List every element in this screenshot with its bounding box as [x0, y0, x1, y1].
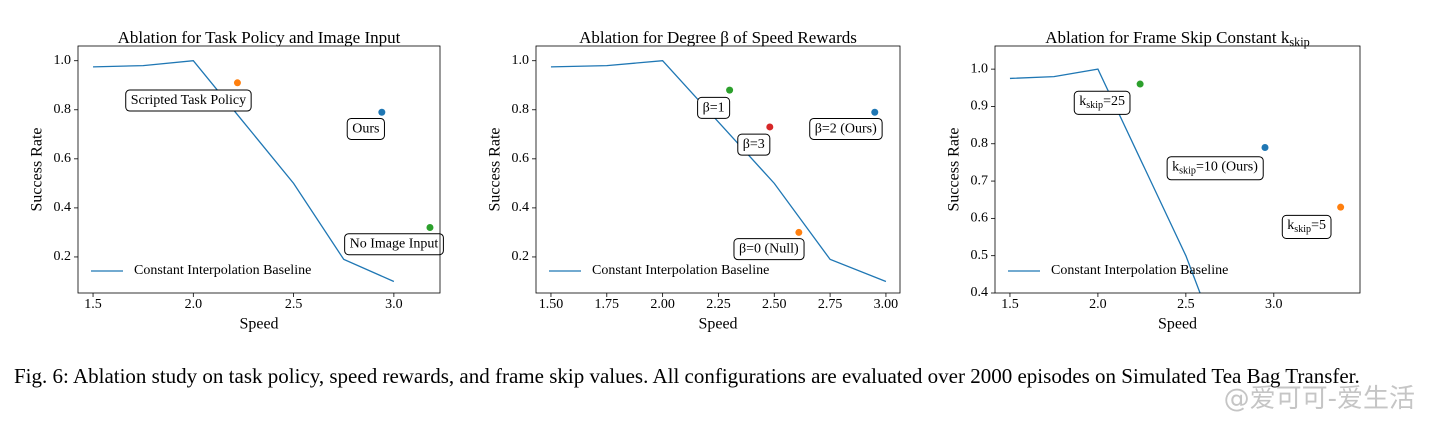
y-tick-label: 0.8: [971, 136, 989, 151]
y-axis-label: Success Rate: [946, 128, 963, 212]
axes-frame: [994, 45, 1361, 294]
legend-label: Constant Interpolation Baseline: [1051, 263, 1228, 278]
x-tick-label: 2.50: [762, 297, 787, 312]
legend-label: Constant Interpolation Baseline: [592, 263, 769, 278]
point: [1136, 80, 1144, 88]
x-tick-label: 2.0: [1089, 297, 1107, 312]
y-tick-label: 0.8: [54, 102, 72, 117]
point: [426, 224, 434, 232]
annotation-box: [809, 117, 883, 140]
series-line: [93, 60, 395, 283]
annotation-part: =10 (Ours): [1196, 160, 1258, 175]
x-tick-label: 3.0: [385, 297, 403, 312]
series-line: [550, 60, 887, 283]
annotation: kskip=10 (Ours): [1172, 160, 1258, 177]
x-tick-label: 2.75: [818, 297, 843, 312]
y-tick-label: 0.6: [54, 151, 72, 166]
y-axis-label: Success Rate: [487, 128, 504, 212]
point: [766, 123, 774, 131]
figure: Ablation for Task Policy and Image Input…: [29, 28, 1361, 333]
x-tick-label: 1.5: [84, 297, 102, 312]
annotation: kskip=5: [1287, 218, 1326, 235]
annotation: Ours: [352, 121, 379, 136]
annotation: kskip=25: [1079, 94, 1125, 111]
annotation: Scripted Task Policy: [131, 93, 246, 108]
legend-label: Constant Interpolation Baseline: [134, 263, 311, 278]
annotation-sub: skip: [1086, 100, 1103, 111]
y-tick-label: 0.4: [512, 200, 530, 215]
chart-title: Ablation for Task Policy and Image Input: [118, 28, 401, 47]
annotation-box: [733, 238, 805, 261]
point: [378, 108, 386, 116]
y-axis-label: Success Rate: [29, 128, 46, 212]
point: [1261, 143, 1269, 151]
annotation-part: =5: [1311, 218, 1326, 233]
x-tick-label: 3.00: [874, 297, 899, 312]
point: [795, 228, 803, 236]
y-tick-label: 0.5: [971, 248, 989, 263]
annotation-sub: skip: [1179, 166, 1196, 177]
x-tick-label: 1.75: [595, 297, 620, 312]
point: [726, 86, 734, 94]
y-tick-label: 1.0: [54, 53, 72, 68]
annotation: No Image Input: [350, 237, 439, 252]
axes-frame: [77, 45, 441, 294]
watermark: @爱可可-爱生活: [1223, 384, 1415, 414]
chart-title: Ablation for Frame Skip Constant kskip: [1045, 28, 1310, 49]
y-tick-label: 0.2: [512, 249, 530, 264]
point: [233, 79, 241, 87]
annotation-part: k: [1172, 160, 1179, 175]
annotation-box: [1166, 156, 1264, 181]
x-axis-label: Speed: [1158, 316, 1197, 333]
y-tick-label: 0.4: [971, 285, 989, 300]
axes-frame: [535, 45, 901, 294]
x-tick-label: 2.00: [650, 297, 675, 312]
x-tick-label: 1.5: [1001, 297, 1019, 312]
y-tick-label: 1.0: [971, 61, 989, 76]
x-tick-label: 2.5: [1177, 297, 1195, 312]
point: [1337, 203, 1345, 211]
y-tick-label: 0.6: [971, 211, 989, 226]
annotation-box: [1281, 214, 1332, 239]
annotation: β=3: [743, 137, 765, 152]
caption: Fig. 6: Ablation study on task policy, s…: [14, 364, 1360, 388]
annotation-box: [737, 133, 771, 156]
chart-title-part: Ablation for Frame Skip Constant k: [1045, 28, 1290, 47]
annotation-box: [346, 117, 385, 140]
annotation: β=2 (Ours): [815, 121, 877, 136]
y-tick-label: 0.2: [54, 249, 72, 264]
annotation: β=1: [703, 100, 725, 115]
annotation-sub: skip: [1294, 224, 1311, 235]
y-tick-label: 1.0: [512, 53, 530, 68]
series-line: [1009, 68, 1201, 293]
x-axis-label: Speed: [698, 316, 737, 333]
x-tick-label: 2.5: [285, 297, 303, 312]
point: [871, 108, 879, 116]
annotation-part: k: [1287, 218, 1294, 233]
annotation-box: [697, 96, 731, 119]
x-tick-label: 2.0: [185, 297, 203, 312]
x-tick-label: 3.0: [1265, 297, 1283, 312]
annotation-box: [1073, 90, 1131, 115]
y-tick-label: 0.9: [971, 99, 989, 114]
annotation-box: [344, 233, 444, 256]
chart-title-sub: skip: [1289, 35, 1309, 49]
annotation-part: =25: [1103, 94, 1125, 109]
y-tick-label: 0.7: [971, 173, 989, 188]
x-tick-label: 2.25: [706, 297, 731, 312]
annotation-box: [125, 89, 252, 112]
x-tick-label: 1.50: [539, 297, 564, 312]
y-tick-label: 0.8: [512, 102, 530, 117]
y-tick-label: 0.4: [54, 200, 72, 215]
annotation: β=0 (Null): [739, 242, 799, 257]
y-tick-label: 0.6: [512, 151, 530, 166]
x-axis-label: Speed: [239, 316, 278, 333]
annotation-part: k: [1079, 94, 1086, 109]
chart-title: Ablation for Degree β of Speed Rewards: [579, 28, 857, 47]
